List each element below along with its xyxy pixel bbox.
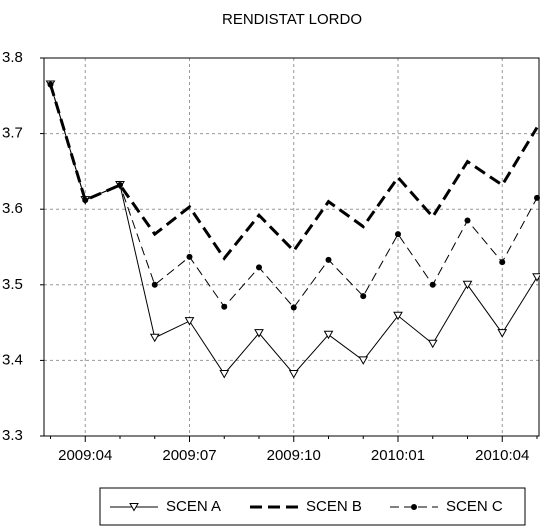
marker — [151, 281, 158, 288]
marker — [534, 194, 540, 201]
marker — [221, 303, 228, 310]
marker — [186, 253, 193, 260]
marker — [427, 339, 438, 349]
marker — [117, 182, 123, 189]
marker — [464, 217, 471, 224]
marker — [82, 197, 89, 204]
legend-label: SCEN C — [446, 498, 503, 515]
marker — [219, 370, 230, 379]
marker — [532, 273, 540, 282]
marker — [129, 503, 139, 512]
plot-frame — [43, 57, 540, 437]
legend-box — [99, 487, 526, 526]
x-tick-label: 2009:07 — [162, 447, 216, 464]
legend-label: SCEN A — [166, 498, 221, 515]
marker — [288, 370, 299, 379]
marker — [323, 330, 334, 340]
chart-title: RENDISTAT LORDO — [222, 11, 362, 28]
marker — [325, 256, 332, 263]
y-tick-label: 3.5 — [2, 276, 23, 293]
marker — [360, 293, 367, 300]
x-tick-label: 2010:04 — [475, 447, 529, 464]
marker — [256, 264, 262, 271]
y-tick-label: 3.7 — [2, 125, 23, 142]
series-line — [49, 84, 539, 261]
marker — [499, 259, 506, 266]
marker — [429, 281, 436, 288]
marker — [497, 329, 508, 338]
marker — [395, 231, 401, 238]
marker — [393, 311, 403, 321]
x-tick-label: 2010:01 — [371, 447, 425, 464]
y-tick-label: 3.8 — [2, 49, 23, 66]
legend-label: SCEN B — [306, 498, 362, 515]
marker — [462, 280, 473, 290]
marker — [358, 356, 369, 365]
marker — [290, 304, 297, 311]
x-tick-label: 2009:04 — [58, 447, 112, 464]
marker — [184, 317, 195, 326]
marker — [411, 504, 417, 510]
x-tick-label: 2009:10 — [267, 447, 321, 464]
marker — [149, 333, 160, 343]
marker — [254, 329, 264, 338]
y-tick-label: 3.3 — [2, 427, 23, 444]
marker — [47, 81, 54, 88]
y-tick-label: 3.6 — [2, 200, 23, 217]
y-tick-label: 3.4 — [2, 351, 23, 368]
